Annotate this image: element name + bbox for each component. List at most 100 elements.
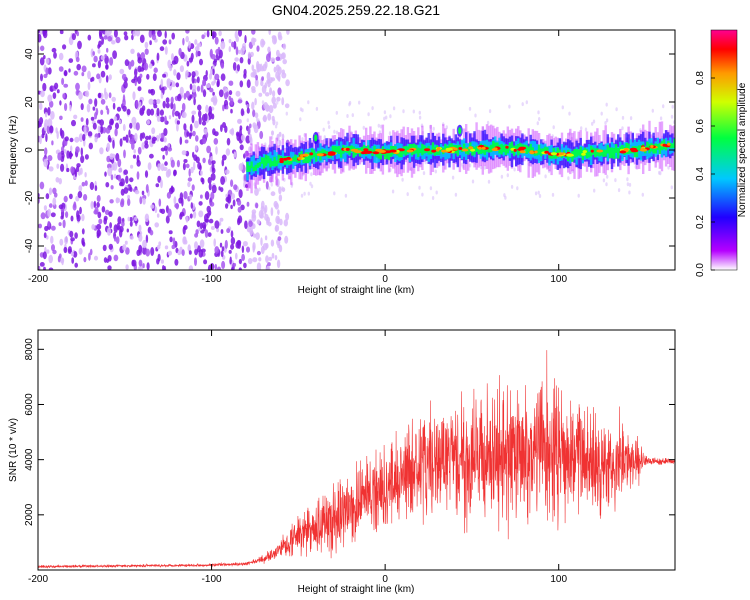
noise-blob: [264, 204, 268, 213]
noise-blob: [153, 67, 158, 73]
signal-peak: [662, 143, 667, 147]
noise-blob: [275, 121, 279, 126]
noise-blob: [319, 171, 322, 176]
noise-blob: [243, 68, 247, 76]
noise-blob: [60, 130, 65, 139]
noise-blob: [133, 149, 136, 154]
noise-blob: [186, 131, 190, 137]
noise-blob: [486, 120, 490, 125]
noise-blob: [667, 165, 670, 170]
signal-band-cell: [456, 145, 459, 156]
noise-blob: [230, 204, 233, 210]
signal-band-cell: [508, 143, 512, 151]
noise-blob: [179, 86, 184, 96]
signal-peak: [481, 146, 486, 150]
noise-blob: [153, 104, 158, 109]
noise-blob: [206, 145, 212, 154]
noise-blob: [126, 228, 129, 233]
noise-blob: [46, 125, 51, 135]
signal-band-cell: [608, 147, 612, 159]
noise-blob: [269, 176, 273, 184]
noise-blob: [628, 182, 632, 187]
signal-peak: [529, 150, 534, 154]
noise-blob: [117, 216, 122, 225]
noise-blob: [83, 256, 87, 263]
noise-blob: [66, 150, 70, 159]
noise-blob: [254, 187, 259, 196]
noise-blob: [315, 106, 319, 111]
noise-blob: [211, 30, 215, 40]
noise-blob: [488, 109, 492, 114]
noise-blob: [87, 131, 93, 137]
signal-band-cell: [600, 149, 603, 156]
y-tick-label: 20: [24, 96, 35, 108]
signal-band-cell: [308, 152, 312, 162]
noise-blob: [285, 79, 290, 87]
noise-blob: [209, 201, 215, 207]
noise-blob: [185, 30, 190, 34]
noise-blob: [57, 255, 61, 263]
noise-blob: [138, 101, 142, 108]
noise-blob: [234, 57, 239, 62]
signal-band-cell: [312, 150, 316, 157]
noise-blob: [191, 184, 195, 191]
noise-blob: [170, 96, 174, 104]
spectrogram-y-label: Frequency (Hz): [8, 116, 19, 185]
noise-blob: [48, 203, 53, 208]
noise-blob: [73, 251, 78, 258]
signal-band-cell: [546, 147, 549, 154]
signal-peak: [302, 153, 309, 157]
noise-blob: [102, 244, 107, 252]
noise-blob: [145, 234, 149, 244]
noise-blob: [385, 115, 388, 120]
signal-band-cell: [367, 145, 370, 153]
signal-band-cell: [529, 143, 532, 154]
signal-band-cell: [550, 153, 553, 159]
noise-blob: [335, 130, 339, 135]
noise-blob: [51, 244, 55, 252]
noise-blob: [362, 125, 365, 130]
noise-blob: [125, 264, 129, 270]
noise-blob: [117, 174, 122, 182]
noise-blob: [106, 108, 110, 115]
signal-peak: [478, 146, 482, 150]
noise-blob: [47, 220, 51, 227]
noise-blob: [173, 55, 179, 65]
noise-blob: [267, 46, 271, 53]
signal-band-cell: [565, 145, 568, 160]
noise-blob: [135, 99, 139, 109]
noise-blob: [70, 237, 75, 242]
noise-blob: [38, 265, 41, 270]
signal-band-cell: [373, 145, 376, 153]
noise-blob: [140, 52, 146, 60]
noise-blob: [266, 79, 270, 84]
noise-blob: [124, 240, 128, 245]
noise-blob: [203, 128, 208, 135]
noise-blob: [333, 191, 336, 196]
signal-peak: [441, 149, 447, 153]
x-tick-label: -100: [202, 274, 222, 285]
noise-blob: [212, 91, 215, 96]
noise-blob: [121, 221, 125, 227]
noise-blob: [213, 58, 218, 63]
signal-band-cell: [629, 139, 632, 157]
noise-blob: [39, 117, 44, 125]
noise-blob: [303, 133, 306, 137]
noise-blob: [131, 141, 135, 150]
noise-blob: [97, 44, 101, 49]
noise-blob: [277, 87, 282, 96]
noise-blob: [94, 98, 98, 107]
signal-band-cell: [579, 146, 582, 157]
noise-blob: [307, 100, 310, 105]
noise-blob: [474, 113, 477, 118]
noise-blob: [220, 176, 226, 185]
noise-blob: [50, 212, 56, 218]
noise-blob: [58, 204, 64, 210]
noise-blob: [133, 75, 138, 83]
noise-blob: [70, 166, 75, 174]
signal-band-cell: [271, 161, 274, 166]
signal-peak: [372, 151, 380, 155]
noise-blob: [93, 255, 99, 261]
noise-blob: [90, 116, 95, 121]
